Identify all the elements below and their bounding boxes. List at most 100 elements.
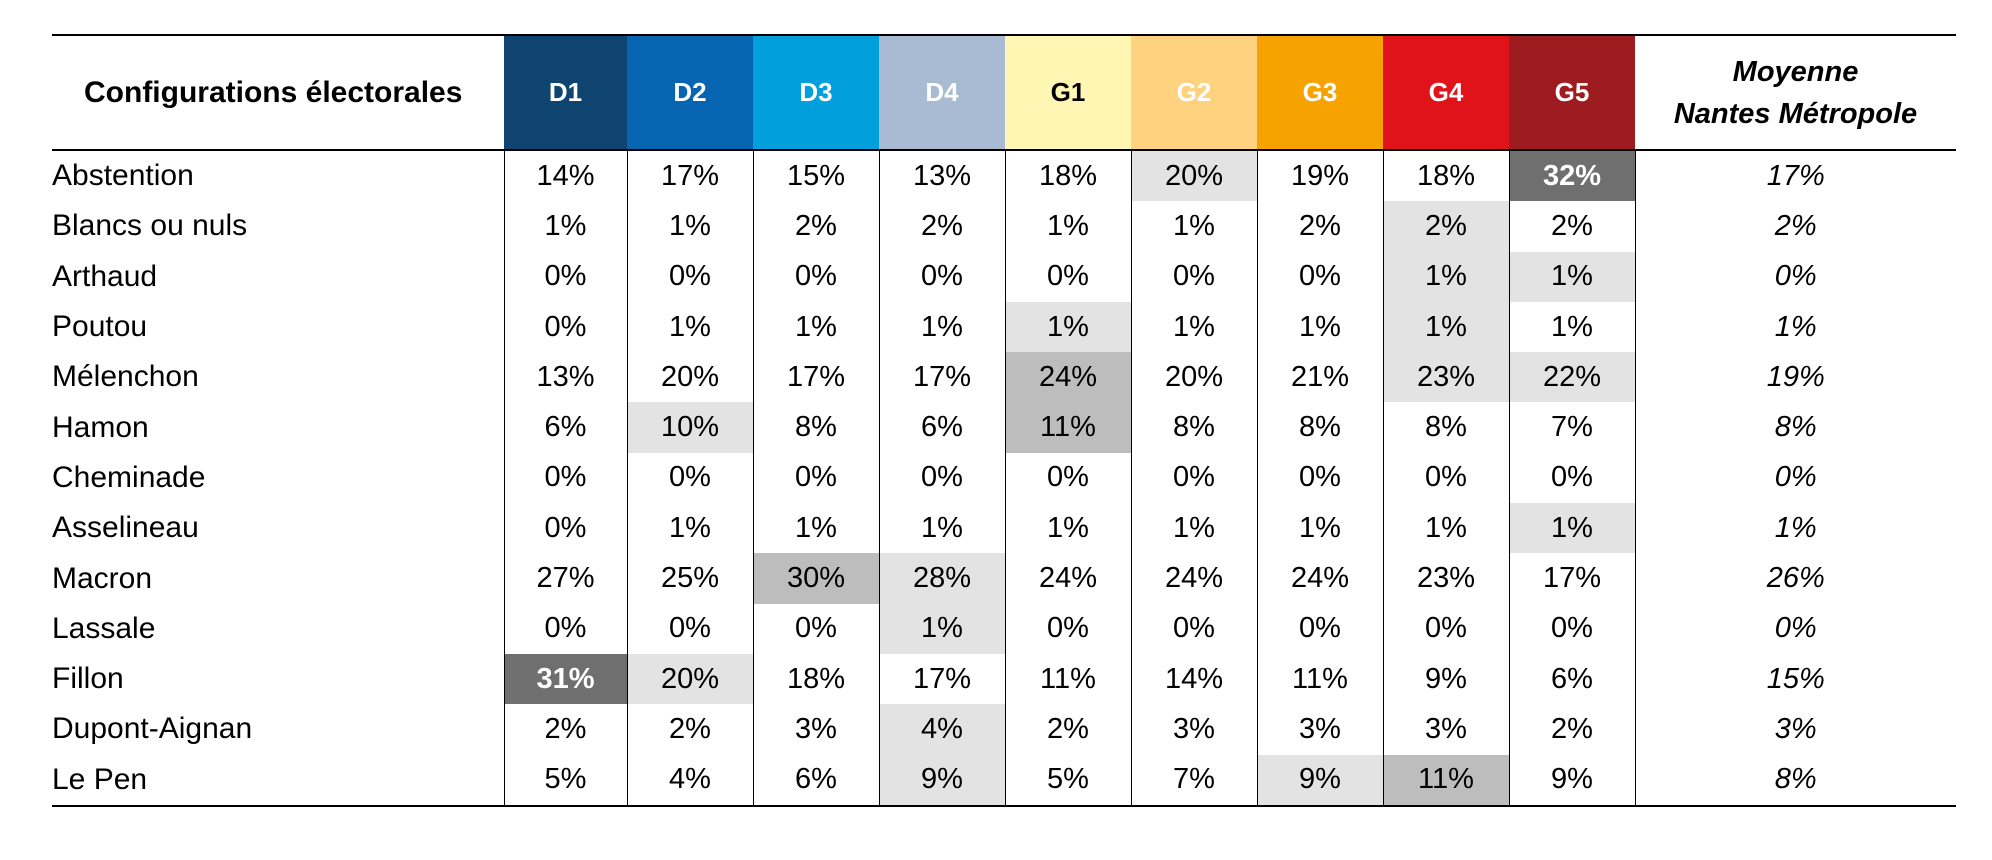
- table-cell-g5: 1%: [1508, 251, 1635, 302]
- table-cell-d4: 1%: [878, 503, 1005, 554]
- table-cell-d4: 1%: [878, 301, 1005, 353]
- column-header-g2: G2: [1131, 36, 1257, 150]
- row-label: Abstention: [52, 159, 194, 193]
- table-cell-g3: 0%: [1256, 603, 1383, 654]
- row-label: Hamon: [52, 410, 149, 444]
- table-cell-g5: 6%: [1508, 653, 1635, 705]
- table-cell-d2: 20%: [626, 352, 753, 403]
- table-cell-d2: 17%: [626, 150, 753, 202]
- table-cell-g5: 2%: [1508, 201, 1635, 252]
- table-cell-g1: 11%: [1004, 402, 1131, 453]
- table-cell-average: 19%: [1634, 352, 1956, 403]
- table-cell-g3: 1%: [1256, 301, 1383, 353]
- table-cell-g4: 0%: [1382, 452, 1509, 504]
- row-label: Fillon: [52, 662, 124, 696]
- average-label-line2: Nantes Métropole: [1673, 97, 1918, 130]
- table-cell-g5: 2%: [1508, 704, 1635, 755]
- table-cell-g1: 5%: [1004, 754, 1131, 806]
- table-cell-d1: 0%: [503, 503, 627, 554]
- table-cell-g4: 23%: [1382, 352, 1509, 403]
- table-cell-d1: 13%: [503, 352, 627, 403]
- table-cell-d3: 1%: [752, 301, 879, 353]
- table-cell-g4: 0%: [1382, 603, 1509, 654]
- table-cell-g3: 21%: [1256, 352, 1383, 403]
- row-label: Asselineau: [52, 511, 199, 545]
- table-cell-average: 15%: [1634, 653, 1956, 705]
- table-cell-d1: 27%: [503, 553, 627, 604]
- table-cell-d4: 9%: [878, 754, 1005, 806]
- table-row: Arthaud 0% 0% 0% 0% 0% 0% 0% 1% 1% 0%: [52, 251, 1956, 302]
- table-cell-g1: 18%: [1004, 150, 1131, 202]
- row-label: Poutou: [52, 310, 148, 344]
- header-row: Configurations électorales D1 D2 D3 D4 G…: [52, 36, 1956, 150]
- table-cell-d4: 0%: [878, 251, 1005, 302]
- table-row: Hamon 6% 10% 8% 6% 11% 8% 8% 8% 7% 8%: [52, 402, 1956, 453]
- table-cell-d3: 1%: [752, 503, 879, 554]
- table-cell-g2: 1%: [1130, 201, 1257, 252]
- table-cell-d2: 20%: [626, 653, 753, 705]
- table-cell-average: 8%: [1634, 402, 1956, 453]
- row-label: Blancs ou nuls: [52, 209, 248, 243]
- table-cell-d3: 30%: [752, 553, 879, 604]
- table-cell-g1: 24%: [1004, 553, 1131, 604]
- table-cell-g3: 0%: [1256, 251, 1383, 302]
- column-header-d3: D3: [753, 36, 879, 150]
- row-label: Mélenchon: [52, 360, 199, 394]
- table-cell-d4: 1%: [878, 603, 1005, 654]
- row-label: Dupont-Aignan: [52, 712, 253, 746]
- table-cell-g3: 0%: [1256, 452, 1383, 504]
- table-cell-g2: 0%: [1130, 452, 1257, 504]
- column-header-g1: G1: [1005, 36, 1131, 150]
- table-row: Poutou 0% 1% 1% 1% 1% 1% 1% 1% 1% 1%: [52, 301, 1956, 353]
- table-row: Cheminade 0% 0% 0% 0% 0% 0% 0% 0% 0% 0%: [52, 452, 1956, 504]
- table-cell-g4: 2%: [1382, 201, 1509, 252]
- column-header-d2: D2: [627, 36, 753, 150]
- table-cell-d2: 25%: [626, 553, 753, 604]
- table-cell-g1: 11%: [1004, 653, 1131, 705]
- table-cell-g3: 1%: [1256, 503, 1383, 554]
- table-cell-d1: 0%: [503, 251, 627, 302]
- table-cell-g3: 11%: [1256, 653, 1383, 705]
- table-cell-d2: 1%: [626, 201, 753, 252]
- table-row: Asselineau 0% 1% 1% 1% 1% 1% 1% 1% 1% 1%: [52, 503, 1956, 554]
- table-cell-g5: 22%: [1508, 352, 1635, 403]
- table-cell-d3: 2%: [752, 201, 879, 252]
- table-cell-d3: 0%: [752, 452, 879, 504]
- table-cell-g2: 20%: [1130, 150, 1257, 202]
- column-header-g5: G5: [1509, 36, 1635, 150]
- table-cell-average: 0%: [1634, 251, 1956, 302]
- table-cell-g2: 20%: [1130, 352, 1257, 403]
- table-cell-d2: 0%: [626, 251, 753, 302]
- table-cell-g5: 9%: [1508, 754, 1635, 806]
- table-cell-g3: 9%: [1256, 754, 1383, 806]
- table-cell-d4: 17%: [878, 653, 1005, 705]
- table-cell-d2: 2%: [626, 704, 753, 755]
- electoral-configurations-table: Configurations électorales D1 D2 D3 D4 G…: [52, 36, 1956, 807]
- table-cell-d3: 8%: [752, 402, 879, 453]
- table-cell-g1: 0%: [1004, 251, 1131, 302]
- table-cell-g4: 3%: [1382, 704, 1509, 755]
- table-cell-g5: 32%: [1508, 150, 1635, 202]
- table-row: Abstention 14% 17% 15% 13% 18% 20% 19% 18% 32% 17%: [52, 150, 1956, 202]
- column-header-d1: D1: [504, 36, 627, 150]
- table-cell-d3: 18%: [752, 653, 879, 705]
- table-cell-d4: 0%: [878, 452, 1005, 504]
- table-cell-g1: 0%: [1004, 603, 1131, 654]
- table-row: Fillon 31% 20% 18% 17% 11% 14% 11% 9% 6% 15%: [52, 653, 1956, 705]
- table-cell-d1: 5%: [503, 754, 627, 806]
- table-cell-g4: 8%: [1382, 402, 1509, 453]
- table-row: Blancs ou nuls 1% 1% 2% 2% 1% 1% 2% 2% 2% 2%: [52, 201, 1956, 252]
- table-row: Le Pen 5% 4% 6% 9% 5% 7% 9% 11% 9% 8%: [52, 754, 1956, 806]
- table-cell-g1: 24%: [1004, 352, 1131, 403]
- table-cell-d1: 0%: [503, 452, 627, 504]
- table-cell-g4: 18%: [1382, 150, 1509, 202]
- table-cell-g4: 1%: [1382, 503, 1509, 554]
- table-top-rule: [52, 34, 1956, 36]
- row-label: Macron: [52, 561, 153, 595]
- table-cell-d4: 13%: [878, 150, 1005, 202]
- table-cell-d2: 10%: [626, 402, 753, 453]
- column-header-g4: G4: [1383, 36, 1509, 150]
- table-cell-d4: 28%: [878, 553, 1005, 604]
- corner-label: Configurations électorales: [84, 75, 463, 109]
- table-cell-g4: 11%: [1382, 754, 1509, 806]
